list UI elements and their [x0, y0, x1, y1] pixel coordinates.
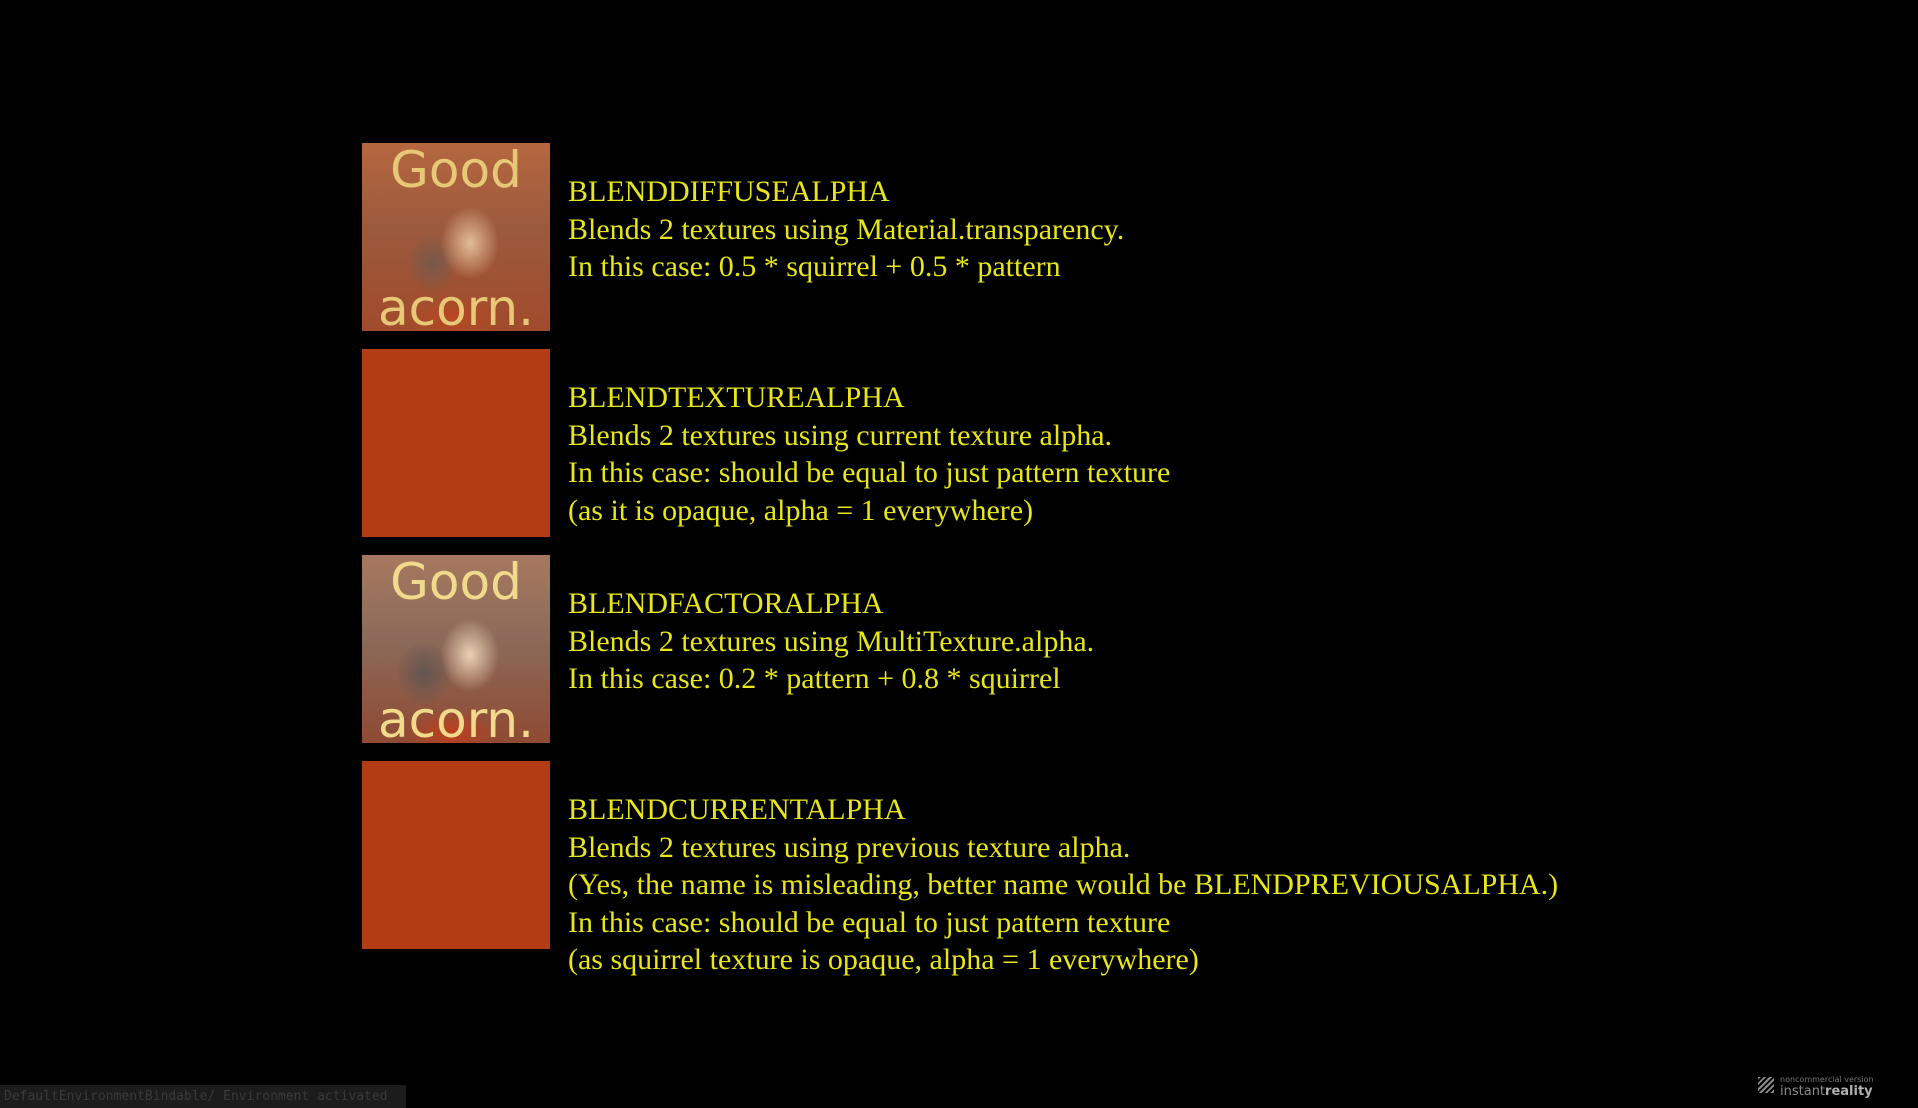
caption-line: In this case: should be equal to just pa… — [568, 905, 1171, 939]
caption-line: Blends 2 textures using previous texture… — [568, 830, 1131, 864]
squirrel-texture-quad: Good acorn. — [362, 143, 550, 331]
status-bar: DefaultEnvironmentBindable/ Environment … — [0, 1085, 406, 1108]
caption-title: BLENDDIFFUSEALPHA — [568, 175, 890, 208]
blend-row-diffusealpha: Good acorn. BLENDDIFFUSEALPHA Blends 2 t… — [362, 143, 1862, 331]
blend-row-currentalpha: BLENDCURRENTALPHA Blends 2 textures usin… — [362, 761, 1862, 976]
caption-line: (as squirrel texture is opaque, alpha = … — [568, 943, 1199, 976]
brand-name-suffix: reality — [1825, 1084, 1873, 1099]
instantreality-logo-icon — [1758, 1077, 1774, 1093]
caption-line: (Yes, the name is misleading, better nam… — [568, 868, 1559, 901]
caption-line: Blends 2 textures using current texture … — [568, 418, 1113, 452]
caption-line: Blends 2 textures using MultiTexture.alp… — [568, 624, 1095, 658]
pattern-texture-quad — [362, 349, 550, 537]
texture-text-acorn: acorn. — [378, 691, 534, 743]
row-caption: BLENDDIFFUSEALPHA Blends 2 textures usin… — [568, 173, 1124, 286]
caption-title: BLENDCURRENTALPHA — [568, 793, 906, 826]
caption-line: In this case: 0.2 * pattern + 0.8 * squi… — [568, 662, 1061, 695]
caption-line: Blends 2 textures using Material.transpa… — [568, 212, 1125, 246]
texture-text-good: Good — [390, 143, 522, 199]
texture-text-good: Good — [390, 555, 522, 611]
brand-name-prefix: instant — [1780, 1084, 1826, 1099]
brand-watermark: noncommercial version instantreality — [1758, 1075, 1894, 1101]
caption-line: (as it is opaque, alpha = 1 everywhere) — [568, 493, 1034, 527]
squirrel-texture-quad: Good acorn. — [362, 555, 550, 743]
blend-row-factoralpha: Good acorn. BLENDFACTORALPHA Blends 2 te… — [362, 555, 1862, 743]
row-caption: BLENDFACTORALPHA Blends 2 textures using… — [568, 585, 1094, 698]
row-caption: BLENDCURRENTALPHA Blends 2 textures usin… — [568, 791, 1558, 979]
brand-subtitle: noncommercial version — [1780, 1075, 1874, 1084]
caption-title: BLENDTEXTUREALPHA — [568, 381, 905, 414]
caption-line: In this case: 0.5 * squirrel + 0.5 * pat… — [568, 250, 1061, 283]
blend-row-texturealpha: BLENDTEXTUREALPHA Blends 2 textures usin… — [362, 349, 1862, 537]
row-caption: BLENDTEXTUREALPHA Blends 2 textures usin… — [568, 379, 1170, 529]
caption-title: BLENDFACTORALPHA — [568, 587, 884, 620]
brand-name: instantreality — [1780, 1084, 1873, 1099]
caption-line: In this case: should be equal to just pa… — [568, 456, 1171, 489]
texture-text-acorn: acorn. — [378, 279, 534, 331]
pattern-texture-quad — [362, 761, 550, 949]
